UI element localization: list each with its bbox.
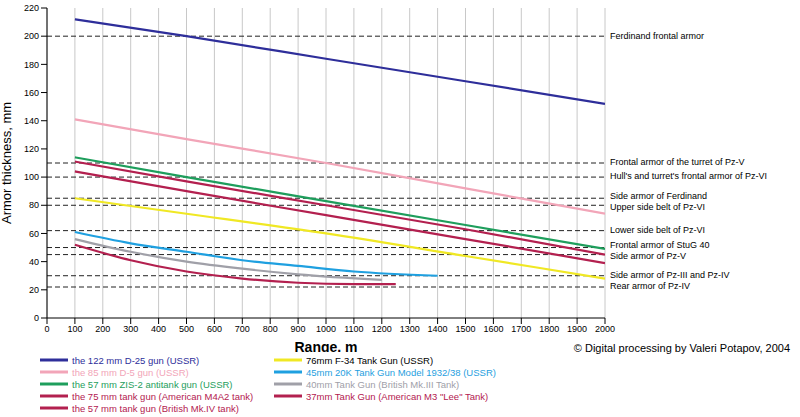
svg-text:Rear armor of Pz-IV: Rear armor of Pz-IV bbox=[610, 281, 690, 291]
svg-text:500: 500 bbox=[179, 324, 194, 334]
svg-text:Side armor of Pz-III and Pz-IV: Side armor of Pz-III and Pz-IV bbox=[610, 270, 730, 280]
svg-text:1700: 1700 bbox=[511, 324, 531, 334]
svg-text:400: 400 bbox=[151, 324, 166, 334]
svg-text:Side armor of Pz-V: Side armor of Pz-V bbox=[610, 251, 686, 261]
html-text:37mm Tank Gun (American M3 "Le: 37mm Tank Gun (American M3 "Lee" Tank) bbox=[306, 390, 489, 402]
svg-text:300: 300 bbox=[123, 324, 138, 334]
svg-text:100: 100 bbox=[24, 172, 39, 182]
svg-text:60: 60 bbox=[29, 229, 39, 239]
svg-text:700: 700 bbox=[235, 324, 250, 334]
html-text:the 85 mm D-5 gun (USSR): the 85 mm D-5 gun (USSR) bbox=[72, 366, 189, 378]
svg-text:600: 600 bbox=[207, 324, 222, 334]
svg-text:1600: 1600 bbox=[483, 324, 503, 334]
svg-text:Ferdinand frontal armor: Ferdinand frontal armor bbox=[610, 31, 704, 41]
svg-text:1100: 1100 bbox=[344, 324, 363, 334]
svg-text:220: 220 bbox=[24, 3, 39, 13]
svg-text:200: 200 bbox=[95, 324, 110, 334]
html-text:the 57 mm tank gun (British Mk: the 57 mm tank gun (British Mk.IV tank) bbox=[72, 402, 239, 414]
svg-text:Side armor of Ferdinand: Side armor of Ferdinand bbox=[610, 191, 707, 201]
svg-text:900: 900 bbox=[291, 324, 306, 334]
svg-text:180: 180 bbox=[24, 60, 39, 70]
html-text:40mm Tank Gun (British Mk.III: 40mm Tank Gun (British Mk.III Tank) bbox=[306, 378, 460, 390]
html-text:the 57 mm ZIS-2 antitank gun (: the 57 mm ZIS-2 antitank gun (USSR) bbox=[72, 378, 233, 390]
html-text:the 75 mm tank gun (American M: the 75 mm tank gun (American M4A2 tank) bbox=[72, 390, 254, 402]
svg-text:Lower side belt of Pz-VI: Lower side belt of Pz-VI bbox=[610, 225, 705, 235]
svg-text:Armor thickness, mm: Armor thickness, mm bbox=[8, 102, 14, 224]
svg-text:0: 0 bbox=[34, 313, 39, 323]
svg-text:Hull's and turret's frontal ar: Hull's and turret's frontal armor of Pz-… bbox=[610, 171, 767, 181]
html-text:the 122 mm D-25 gun (USSR): the 122 mm D-25 gun (USSR) bbox=[72, 354, 200, 366]
svg-text:1300: 1300 bbox=[400, 324, 420, 334]
svg-text:20: 20 bbox=[29, 285, 39, 295]
svg-text:1900: 1900 bbox=[567, 324, 587, 334]
svg-text:Frontal armor of the turret of: Frontal armor of the turret of Pz-V bbox=[610, 157, 745, 167]
svg-text:800: 800 bbox=[263, 324, 278, 334]
svg-text:100: 100 bbox=[67, 324, 82, 334]
svg-text:1400: 1400 bbox=[428, 324, 448, 334]
html-text:45mm 20K Tank Gun Model 1932/3: 45mm 20K Tank Gun Model 1932/38 (USSR) bbox=[306, 366, 496, 378]
svg-text:Range, m: Range, m bbox=[294, 339, 357, 352]
svg-text:160: 160 bbox=[24, 88, 39, 98]
svg-text:1200: 1200 bbox=[372, 324, 392, 334]
svg-text:1500: 1500 bbox=[455, 324, 475, 334]
html-text:© Digital processing by Valeri: © Digital processing by Valeri Potapov, … bbox=[573, 342, 790, 354]
svg-text:2000: 2000 bbox=[595, 324, 615, 334]
svg-text:80: 80 bbox=[29, 200, 39, 210]
svg-text:0: 0 bbox=[44, 324, 49, 334]
svg-text:Upper side belt of Pz-VI: Upper side belt of Pz-VI bbox=[610, 202, 705, 212]
svg-text:1000: 1000 bbox=[316, 324, 336, 334]
svg-text:120: 120 bbox=[24, 144, 39, 154]
svg-text:40: 40 bbox=[29, 257, 39, 267]
svg-text:Frontal armor of StuG 40: Frontal armor of StuG 40 bbox=[610, 240, 710, 250]
svg-text:200: 200 bbox=[24, 31, 39, 41]
svg-text:140: 140 bbox=[24, 116, 39, 126]
svg-text:1800: 1800 bbox=[539, 324, 559, 334]
html-text:76mm F-34 Tank Gun (USSR): 76mm F-34 Tank Gun (USSR) bbox=[306, 354, 434, 366]
